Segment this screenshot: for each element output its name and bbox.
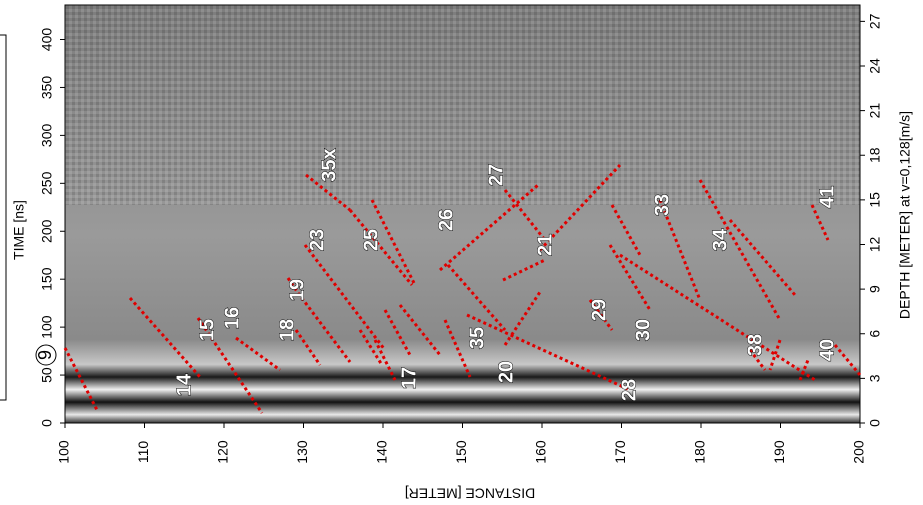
x-tick-label: 190 xyxy=(771,440,787,464)
x-tick-label: 150 xyxy=(453,440,469,464)
annotation-line xyxy=(502,258,546,282)
x-tick-label: 200 xyxy=(851,440,867,464)
annotation-label: 17 xyxy=(398,367,420,389)
annotation-label: 18 xyxy=(276,319,298,341)
y2-tick-label: 18 xyxy=(867,147,883,163)
annotation-label: 19 xyxy=(286,279,308,301)
x-tick-label: 180 xyxy=(692,440,708,464)
annotation-label: 20 xyxy=(495,361,517,383)
y-tick-label: 300 xyxy=(39,123,55,147)
annotation-line xyxy=(748,349,767,371)
annotation-line xyxy=(294,329,322,366)
annotation-label: 30 xyxy=(632,319,654,341)
annotation-label: 35 xyxy=(466,327,488,349)
y-tick-label: 50 xyxy=(39,367,55,383)
x-tick-label: 170 xyxy=(612,440,628,464)
marker-circle xyxy=(35,344,57,366)
annotation-label: 25 xyxy=(360,229,382,251)
y-tick-label: 250 xyxy=(39,171,55,195)
x-tick-label: 100 xyxy=(56,440,72,464)
y2-tick-label: 15 xyxy=(867,192,883,208)
annotation-line xyxy=(383,309,412,356)
annotation-line xyxy=(538,163,622,252)
y2-tick-label: 0 xyxy=(867,419,883,427)
annotation-line xyxy=(833,344,862,376)
x-tick-label: 130 xyxy=(294,440,310,464)
y2-tick-label: 6 xyxy=(867,330,883,338)
y2-tick-label: 9 xyxy=(867,285,883,293)
y2-tick-label: 12 xyxy=(867,236,883,252)
annotation-line xyxy=(443,319,472,378)
annotation-line xyxy=(608,244,652,311)
annotation-line xyxy=(303,244,387,351)
annotation-label: 41 xyxy=(816,186,838,208)
y-tick-label: 350 xyxy=(39,76,55,100)
annotation-label: 23 xyxy=(306,229,328,251)
annotation-line xyxy=(373,339,397,381)
x-tick-label: 140 xyxy=(374,440,390,464)
annotation-label: 21 xyxy=(534,234,556,256)
annotation-label: 16 xyxy=(221,307,243,329)
annotation-line xyxy=(296,292,352,363)
annotation-line xyxy=(503,189,547,241)
y-tick-label: 0 xyxy=(39,419,55,427)
annotation-line xyxy=(370,199,417,286)
annotation-line xyxy=(619,253,816,382)
marker-label: 9 xyxy=(35,350,55,360)
annotation-line xyxy=(439,183,539,272)
y-axis-title: TIME [ns] xyxy=(11,200,27,260)
annotation-line xyxy=(446,264,507,331)
annotation-label: 38 xyxy=(744,334,766,356)
annotation-label: 28 xyxy=(618,379,640,401)
y-tick-label: 150 xyxy=(39,267,55,291)
x-tick-label: 120 xyxy=(215,440,231,464)
x-axis-title: DISTANCE [METER] xyxy=(405,485,535,501)
annotation-label: 29 xyxy=(588,299,610,321)
annotation-line xyxy=(358,329,384,366)
annotation-line xyxy=(196,317,264,414)
annotation-line xyxy=(698,179,782,321)
annotation-label: 15 xyxy=(196,319,218,341)
annotation-label: 34 xyxy=(709,228,731,251)
annotation-label: 27 xyxy=(485,164,507,186)
annotation-line xyxy=(810,204,830,241)
annotation-line xyxy=(728,219,797,296)
x-tick-label: 160 xyxy=(533,440,549,464)
y2-tick-label: 3 xyxy=(867,374,883,382)
annotation-line xyxy=(398,304,442,356)
radargram-noise xyxy=(65,5,860,205)
x-tick-label: 110 xyxy=(135,441,151,464)
annotation-line xyxy=(503,291,542,346)
annotation-label: 40 xyxy=(816,339,838,361)
annotation-line xyxy=(588,299,614,331)
annotation-line xyxy=(768,339,782,371)
annotation-label: 33 xyxy=(651,194,673,216)
annotation-label: 26 xyxy=(435,209,457,231)
annotation-label: 14 xyxy=(173,373,195,396)
y2-axis-title: DEPTH [METER] at v=0,128[m/s] xyxy=(897,111,913,319)
bracket xyxy=(0,34,7,401)
annotation-line xyxy=(348,209,414,286)
y2-tick-label: 27 xyxy=(867,13,883,29)
y2-tick-label: 24 xyxy=(867,58,883,74)
annotation-label: 35x xyxy=(318,148,340,181)
y-tick-label: 200 xyxy=(39,219,55,243)
y2-tick-label: 21 xyxy=(867,103,883,119)
y-tick-label: 100 xyxy=(39,315,55,339)
y-tick-label: 400 xyxy=(39,28,55,52)
